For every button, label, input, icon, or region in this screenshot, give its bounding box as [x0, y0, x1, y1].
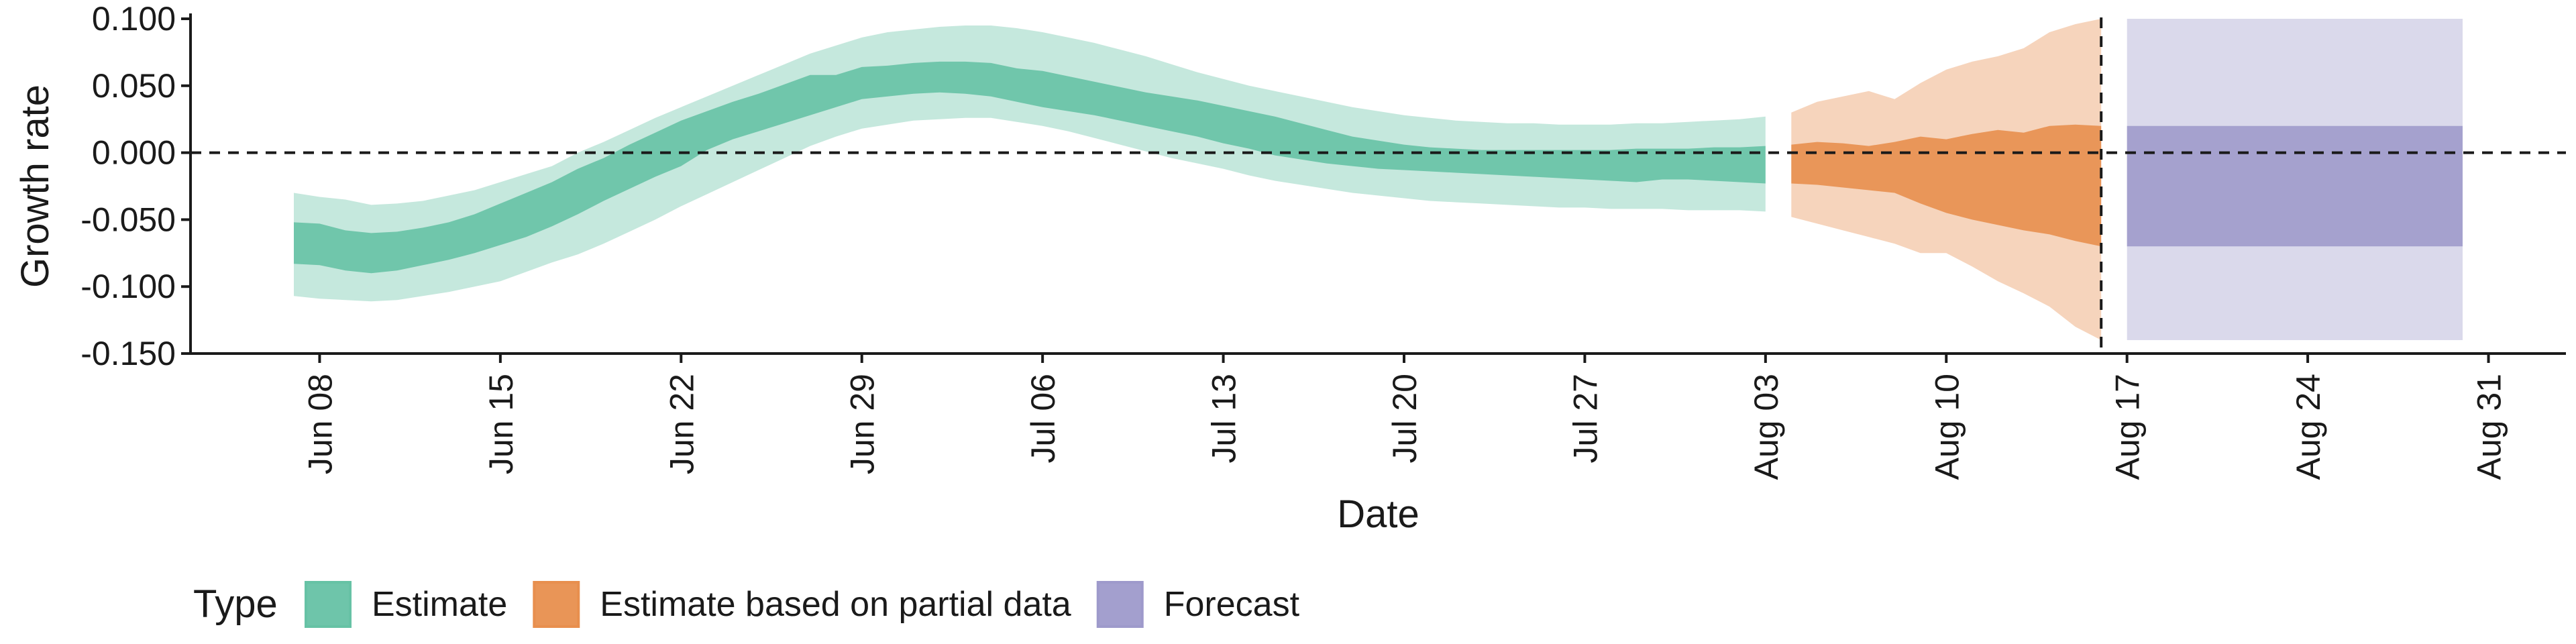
reference-lines-layer [191, 17, 2566, 354]
x-tick-label: Aug 03 [1748, 374, 1785, 480]
x-tick-label: Jul 06 [1024, 374, 1062, 463]
tick-labels-layer: 0.100 0.050 0.000 -0.050 -0.100 -0.150 Jun 08 J… [80, 0, 2508, 480]
x-tick-label: Jul 13 [1205, 374, 1243, 463]
legend-label-estimate: Estimate [372, 585, 507, 624]
y-tick-label: 0.050 [92, 67, 176, 105]
x-tick-label: Aug 17 [2109, 374, 2147, 480]
y-tick-label: -0.050 [80, 201, 176, 238]
bands-layer [294, 19, 2463, 340]
legend: Type Estimate Estimate based on partial d… [193, 581, 1300, 628]
legend-swatch-estimate [305, 581, 352, 628]
y-tick-label: -0.150 [80, 335, 176, 372]
y-tick-label: 0.000 [92, 134, 176, 172]
x-tick-label: Jun 22 [663, 374, 700, 474]
x-tick-label: Aug 24 [2290, 374, 2327, 480]
x-tick-label: Aug 10 [1928, 374, 1966, 480]
x-tick-label: Jul 20 [1386, 374, 1424, 463]
estimate-inner-band [294, 61, 1766, 274]
y-tick-label: 0.100 [92, 0, 176, 38]
axes-layer [181, 13, 2566, 363]
legend-label-forecast: Forecast [1164, 585, 1300, 624]
x-tick-label: Jul 27 [1566, 374, 1604, 463]
estimate-based-on-partial-data-inner-band [1791, 124, 2102, 247]
y-tick-label: -0.100 [80, 268, 176, 305]
legend-title: Type [193, 582, 278, 626]
legend-items: Estimate Estimate based on partial data Fo… [305, 581, 1300, 628]
y-axis-title: Growth rate [13, 85, 57, 288]
x-axis-title: Date [1337, 492, 1419, 536]
legend-swatch-forecast [1096, 581, 1144, 628]
x-tick-label: Aug 31 [2471, 374, 2508, 480]
legend-swatch-estimate-based-on-partial-data [533, 581, 580, 628]
legend-label-estimate-based-on-partial-data: Estimate based on partial data [600, 585, 1071, 624]
x-tick-label: Jun 08 [301, 374, 339, 474]
x-tick-label: Jun 29 [844, 374, 881, 474]
x-tick-label: Jun 15 [482, 374, 520, 474]
forecast-inner-band [2127, 125, 2463, 247]
